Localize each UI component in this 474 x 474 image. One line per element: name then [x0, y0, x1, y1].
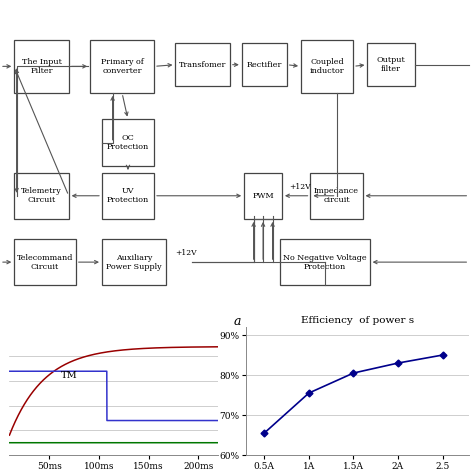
Text: No Negative Voltage
Protection: No Negative Voltage Protection: [283, 254, 366, 271]
Text: UV
Protection: UV Protection: [107, 187, 149, 204]
FancyBboxPatch shape: [102, 239, 166, 285]
FancyBboxPatch shape: [14, 40, 69, 93]
FancyBboxPatch shape: [14, 239, 76, 285]
Text: +12V: +12V: [175, 249, 197, 257]
FancyBboxPatch shape: [301, 40, 353, 93]
Text: Coupled
inductor: Coupled inductor: [310, 58, 345, 75]
FancyBboxPatch shape: [280, 239, 370, 285]
Text: TM: TM: [61, 371, 78, 380]
Text: Output
filter: Output filter: [377, 56, 405, 73]
FancyBboxPatch shape: [175, 43, 230, 86]
Text: Telecommand
Circuit: Telecommand Circuit: [17, 254, 73, 271]
FancyBboxPatch shape: [242, 43, 287, 86]
Text: Auxiliary
Power Supply: Auxiliary Power Supply: [106, 254, 162, 271]
Text: Telemetry
Circuit: Telemetry Circuit: [21, 187, 62, 204]
FancyBboxPatch shape: [102, 119, 154, 166]
Text: Transfomer: Transfomer: [179, 61, 226, 69]
Text: a: a: [233, 316, 241, 328]
Text: PWM: PWM: [252, 192, 274, 200]
FancyBboxPatch shape: [14, 173, 69, 219]
FancyBboxPatch shape: [102, 173, 154, 219]
FancyBboxPatch shape: [90, 40, 154, 93]
FancyBboxPatch shape: [310, 173, 363, 219]
Text: +12V: +12V: [289, 183, 311, 191]
Text: Primary of
converter: Primary of converter: [100, 58, 144, 75]
Text: The Input
Filter: The Input Filter: [21, 58, 62, 75]
FancyBboxPatch shape: [367, 43, 415, 86]
Title: Efficiency  of power s: Efficiency of power s: [301, 316, 414, 325]
Text: OC
Protection: OC Protection: [107, 134, 149, 151]
Text: Impedance
circuit: Impedance circuit: [314, 187, 359, 204]
FancyBboxPatch shape: [244, 173, 282, 219]
Text: Rectifier: Rectifier: [246, 61, 282, 69]
